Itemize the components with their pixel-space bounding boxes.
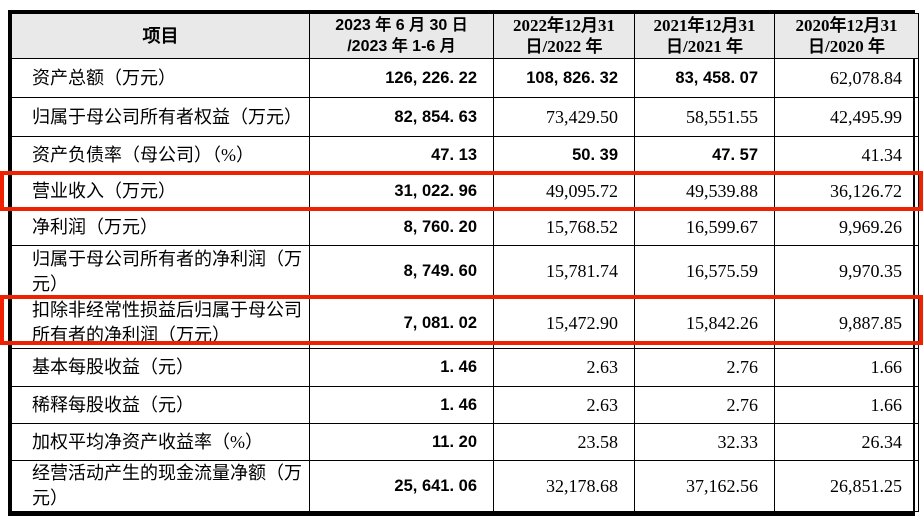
row-label: 稀释每股收益（元） <box>11 386 310 424</box>
cell-value: 47. 13 <box>309 136 494 174</box>
cell-value: 108, 826. 32 <box>493 58 635 98</box>
cell-value: 25, 641. 06 <box>309 460 494 512</box>
row-label: 资产负债率（母公司）（%） <box>11 136 310 174</box>
cell-value: 16,599.67 <box>634 209 775 246</box>
cell-value: 23.58 <box>493 423 635 461</box>
row-label: 净利润（万元） <box>11 209 310 246</box>
cell-value: 1. 46 <box>309 348 494 387</box>
cell-value: 16,575.59 <box>634 245 775 298</box>
table-row-highlighted: 营业收入（万元） 31, 022. 96 49,095.72 49,539.88 36,… <box>11 173 919 210</box>
cell-value: 15,768.52 <box>493 209 635 246</box>
table-row: 稀释每股收益（元） 1. 46 2.63 2.76 1.66 <box>11 386 919 424</box>
cell-value: 126, 226. 22 <box>309 58 494 98</box>
cell-value: 58,551.55 <box>634 97 775 137</box>
cell-value: 15,472.90 <box>493 297 635 349</box>
header-2023: 2023 年 6 月 30 日 /2023 年 1-6 月 <box>309 13 494 59</box>
header-item: 项目 <box>11 13 310 59</box>
cell-value: 82, 854. 63 <box>309 97 494 137</box>
cell-value: 8, 760. 20 <box>309 209 494 246</box>
cell-value: 37,162.56 <box>634 460 775 512</box>
cell-value: 15,842.26 <box>634 297 775 349</box>
header-2022: 2022年12月31 日/2022 年 <box>493 13 635 59</box>
cell-value: 2.76 <box>634 386 775 424</box>
row-label: 经营活动产生的现金流量净额（万元） <box>11 460 310 512</box>
table-row: 净利润（万元） 8, 760. 20 15,768.52 16,599.67 9,969… <box>11 209 919 246</box>
cell-value: 32,178.68 <box>493 460 635 512</box>
header-row: 项目 2023 年 6 月 30 日 /2023 年 1-6 月 2022年12… <box>11 13 919 59</box>
cell-value: 41.34 <box>774 136 919 174</box>
cell-value: 47. 57 <box>634 136 775 174</box>
cell-value: 26.34 <box>774 423 919 461</box>
cell-value: 9,970.35 <box>774 245 919 298</box>
table-row: 加权平均净资产收益率（%） 11. 20 23.58 32.33 26.34 <box>11 423 919 461</box>
table-row: 资产负债率（母公司）（%） 47. 13 50. 39 47. 57 41.34 <box>11 136 919 174</box>
data-table: 项目 2023 年 6 月 30 日 /2023 年 1-6 月 2022年12… <box>11 13 919 512</box>
row-label: 扣除非经常性损益后归属于母公司所有者的净利润（万元） <box>11 297 310 349</box>
cell-value: 11. 20 <box>309 423 494 461</box>
row-label: 归属于母公司所有者的净利润（万元） <box>11 245 310 298</box>
cell-value: 9,969.26 <box>774 209 919 246</box>
cell-value: 1.66 <box>774 386 919 424</box>
table-row: 归属于母公司所有者的净利润（万元） 8, 749. 60 15,781.74 16,5… <box>11 245 919 298</box>
table-row: 归属于母公司所有者权益（万元） 82, 854. 63 73,429.50 58,55… <box>11 97 919 137</box>
cell-value: 42,495.99 <box>774 97 919 137</box>
cell-value: 26,851.25 <box>774 460 919 512</box>
cell-value: 1.66 <box>774 348 919 387</box>
cell-value: 2.63 <box>493 348 635 387</box>
cell-value: 1. 46 <box>309 386 494 424</box>
cell-value: 9,887.85 <box>774 297 919 349</box>
row-label: 归属于母公司所有者权益（万元） <box>11 97 310 137</box>
table-body: 资产总额（万元） 126, 226. 22 108, 826. 32 83, 458.… <box>11 58 919 512</box>
cell-value: 15,781.74 <box>493 245 635 298</box>
cell-value: 73,429.50 <box>493 97 635 137</box>
row-label: 加权平均净资产收益率（%） <box>11 423 310 461</box>
cell-value: 2.63 <box>493 386 635 424</box>
table-row-highlighted: 扣除非经常性损益后归属于母公司所有者的净利润（万元） 7, 081. 02 15,4… <box>11 297 919 349</box>
cell-value: 2.76 <box>634 348 775 387</box>
cell-value: 49,095.72 <box>493 173 635 210</box>
cell-value: 62,078.84 <box>774 58 919 98</box>
row-label: 基本每股收益（元） <box>11 348 310 387</box>
cell-value: 36,126.72 <box>774 173 919 210</box>
cell-value: 32.33 <box>634 423 775 461</box>
cell-value: 8, 749. 60 <box>309 245 494 298</box>
cell-value: 31, 022. 96 <box>309 173 494 210</box>
table-row: 基本每股收益（元） 1. 46 2.63 2.76 1.66 <box>11 348 919 387</box>
table-row: 资产总额（万元） 126, 226. 22 108, 826. 32 83, 458.… <box>11 58 919 98</box>
row-label: 营业收入（万元） <box>11 173 310 210</box>
cell-value: 7, 081. 02 <box>309 297 494 349</box>
financial-summary-table: 项目 2023 年 6 月 30 日 /2023 年 1-6 月 2022年12… <box>8 10 919 516</box>
table-header: 项目 2023 年 6 月 30 日 /2023 年 1-6 月 2022年12… <box>11 13 919 59</box>
table-row: 经营活动产生的现金流量净额（万元） 25, 641. 06 32,178.68 37,… <box>11 460 919 512</box>
row-label: 资产总额（万元） <box>11 58 310 98</box>
header-2021: 2021年12月31 日/2021 年 <box>634 13 775 59</box>
cell-value: 50. 39 <box>493 136 635 174</box>
header-2020: 2020年12月31 日/2020 年 <box>774 13 919 59</box>
cell-value: 83, 458. 07 <box>634 58 775 98</box>
cell-value: 49,539.88 <box>634 173 775 210</box>
